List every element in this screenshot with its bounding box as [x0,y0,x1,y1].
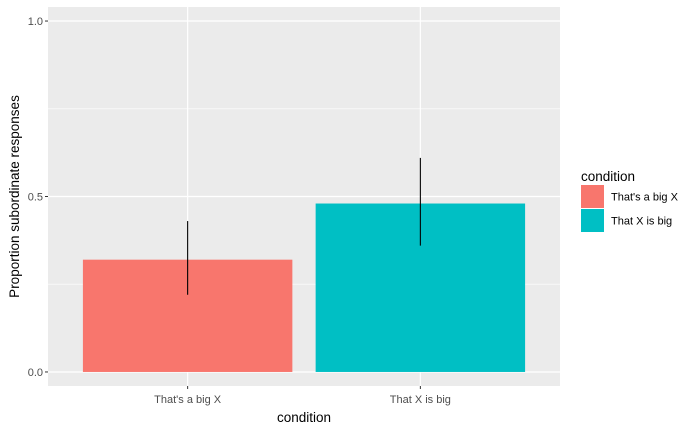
legend-title: condition [581,169,635,184]
legend-label-2: That X is big [611,216,672,228]
y-tick-label: 0.5 [28,192,43,204]
y-axis-title: Proportion subordinate responses [7,95,22,298]
y-tick-label: 1.0 [28,16,43,28]
x-axis-title: condition [277,410,331,425]
x-tick-label: That's a big X [154,394,222,406]
legend-label-1: That's a big X [611,192,679,204]
y-axis: 0.0 0.5 1.0 [28,16,48,379]
x-tick-label: That X is big [390,394,451,406]
error-bars [187,157,421,295]
y-tick-label: 0.0 [28,367,43,379]
legend-key-2 [581,209,604,232]
legend: condition That's a big X That X is big [581,169,679,232]
legend-key-1 [581,185,604,208]
x-axis: That's a big X That X is big [154,386,451,406]
